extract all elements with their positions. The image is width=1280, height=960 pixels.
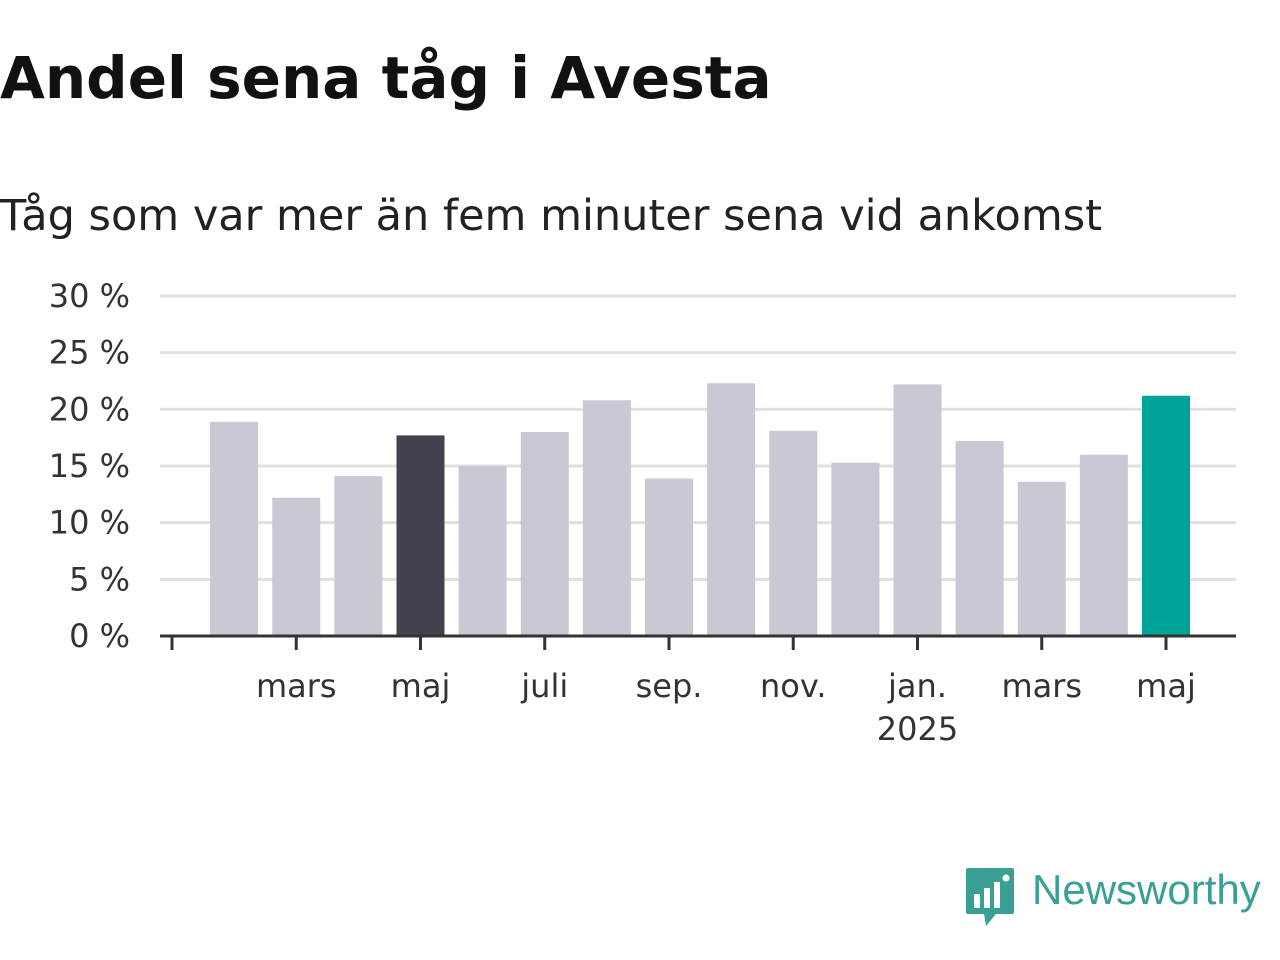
y-tick-label: 30 %	[49, 277, 130, 315]
bar-2025-02	[955, 441, 1004, 636]
chart-title: Andel sena tåg i Avesta	[0, 44, 772, 112]
newsworthy-logo-icon	[966, 868, 1014, 926]
y-tick-label: 20 %	[49, 390, 130, 428]
bar-2024-03	[272, 497, 321, 636]
x-tick-label: maj	[1136, 667, 1196, 705]
bar-2025-05	[1142, 395, 1190, 636]
chart-subtitle: Tåg som var mer än fem minuter sena vid …	[0, 191, 1103, 241]
y-tick-label: 10 %	[49, 504, 130, 542]
y-tick-label: 0 %	[69, 617, 130, 655]
x-tick-sublabel: 2025	[877, 710, 958, 748]
bar-2024-10	[707, 383, 756, 636]
bar-2024-09	[645, 478, 693, 636]
bar-2024-12	[831, 462, 880, 636]
bar-2024-08	[582, 400, 631, 636]
logo-text: Newsworthy	[1032, 866, 1261, 913]
newsworthy-logo: Newsworthy	[964, 862, 1280, 932]
x-tick-label: jan.	[887, 667, 947, 705]
x-tick-label: juli	[520, 667, 568, 705]
bar-2024-04	[334, 476, 383, 636]
bar-2025-01	[893, 384, 942, 636]
bar-2024-05	[396, 435, 445, 636]
bar-2024-02	[210, 421, 259, 636]
x-tick-label: mars	[256, 667, 337, 705]
x-tick-label: maj	[391, 667, 451, 705]
bar-2025-04	[1079, 454, 1128, 636]
y-tick-label: 5 %	[69, 560, 130, 598]
x-tick-label: nov.	[760, 667, 826, 705]
bars	[210, 383, 1190, 636]
bar-chart: mars maj juli sep. nov. jan. 2025 mars maj 0 % 5 …	[49, 277, 1236, 748]
bar-2024-11	[769, 430, 818, 636]
bar-2025-03	[1017, 481, 1066, 636]
bar-2024-07	[520, 432, 569, 636]
grid-lines	[160, 294, 1236, 581]
y-tick-label: 15 %	[49, 447, 130, 485]
y-axis: 0 % 5 % 10 % 15 % 20 % 25 % 30 %	[49, 277, 130, 655]
x-tick-label: mars	[1001, 667, 1082, 705]
x-axis: mars maj juli sep. nov. jan. 2025 mars maj	[160, 634, 1236, 748]
bar-2024-06	[458, 466, 507, 636]
y-tick-label: 25 %	[49, 334, 130, 372]
x-tick-label: sep.	[636, 667, 703, 705]
